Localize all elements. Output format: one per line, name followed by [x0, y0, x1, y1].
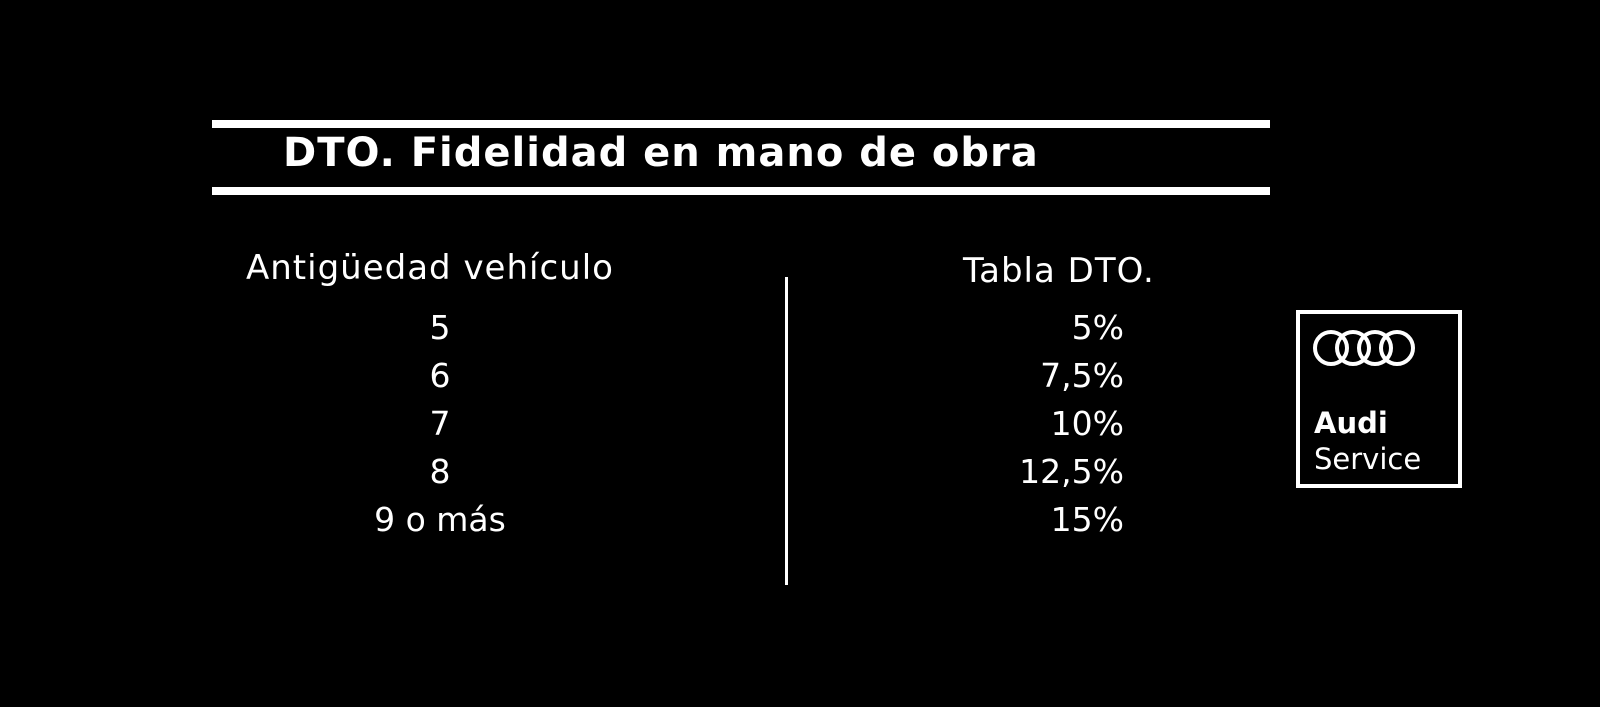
bottom-rule — [212, 187, 1270, 195]
discount: 15% — [1050, 500, 1124, 539]
column-header: Antigüedad vehículo — [246, 248, 614, 288]
title: DTO. Fidelidad en mano de obra — [283, 130, 1039, 176]
vehicle-age: 5 — [429, 308, 451, 347]
discount: 10% — [1050, 404, 1124, 443]
discount: 12,5% — [1019, 452, 1124, 491]
discount: 7,5% — [1040, 356, 1124, 395]
column-divider — [785, 277, 788, 585]
vehicle-age: 7 — [429, 404, 451, 443]
audi-service-logo: Audi Service — [1296, 310, 1462, 488]
vehicle-age: 9 o más — [374, 500, 506, 539]
brand-subtitle: Service — [1314, 442, 1422, 476]
rings — [1313, 330, 1415, 366]
column-header: Tabla DTO. — [963, 251, 1155, 291]
brand: Audi — [1314, 406, 1388, 440]
top-rule — [212, 120, 1270, 128]
vehicle-age: 8 — [429, 452, 451, 491]
discount: 5% — [1071, 308, 1124, 347]
vehicle-age: 6 — [429, 356, 451, 395]
